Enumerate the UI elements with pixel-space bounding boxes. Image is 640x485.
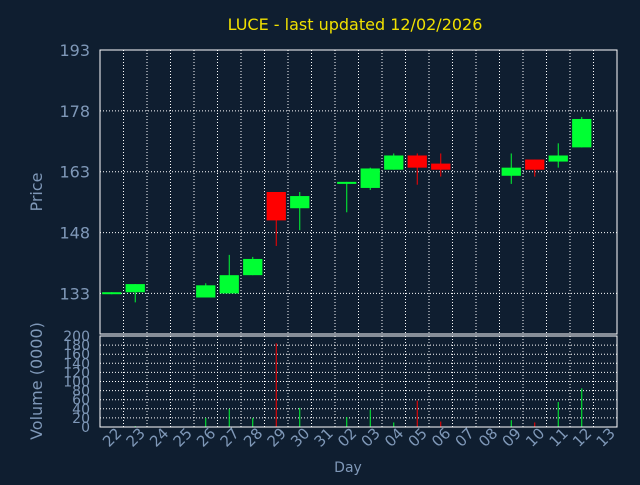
volume-tick-label: 120	[63, 365, 90, 381]
day-tick-label: 08	[475, 424, 501, 450]
day-tick-label: 29	[264, 424, 290, 450]
volume-tick-label: 20	[72, 411, 90, 427]
candle-body	[501, 167, 521, 176]
candle-body	[572, 118, 592, 148]
volume-axis-label: Volume (0000)	[27, 322, 46, 440]
volume-tick-label: 0	[81, 420, 90, 436]
day-tick-label: 31	[311, 424, 337, 450]
price-panel	[102, 116, 592, 303]
day-tick-label: 10	[522, 424, 548, 450]
candle-body	[431, 163, 451, 170]
price-tick-label: 163	[59, 163, 90, 182]
day-axis-label: Day	[334, 460, 362, 476]
day-tick-label: 05	[405, 424, 431, 450]
day-tick-label: 24	[146, 424, 172, 450]
price-tick-label: 178	[59, 102, 90, 121]
volume-tick-label: 160	[63, 347, 90, 363]
candle-body	[102, 292, 122, 295]
day-tick-label: 04	[381, 424, 407, 450]
candle-body	[360, 168, 380, 188]
volume-tick-label: 40	[72, 402, 90, 418]
day-tick-label: 23	[123, 424, 149, 450]
volume-tick-label: 180	[63, 338, 90, 354]
candle-body	[243, 258, 263, 276]
candle-body	[337, 181, 357, 184]
price-tick-label: 148	[59, 224, 90, 243]
day-tick-label: 07	[452, 424, 478, 450]
chart-title: LUCE - last updated 12/02/2026	[228, 15, 483, 34]
day-tick-label: 28	[240, 424, 266, 450]
day-tick-label: 13	[593, 424, 619, 450]
price-tick-label: 193	[59, 41, 90, 60]
candle-body	[219, 275, 239, 294]
day-tick-label: 09	[499, 424, 525, 450]
day-tick-label: 12	[569, 424, 595, 450]
day-tick-label: 11	[546, 424, 572, 450]
candle-body	[384, 155, 404, 170]
price-tick-label: 133	[59, 284, 90, 303]
price-axis-label: Price	[27, 172, 46, 211]
volume-tick-label: 100	[63, 375, 90, 391]
day-tick-label: 06	[428, 424, 454, 450]
candle-body	[548, 155, 568, 162]
candle-body	[290, 196, 310, 209]
volume-tick-label: 80	[72, 384, 90, 400]
volume-panel	[111, 343, 583, 427]
candle-body	[196, 285, 216, 298]
candle-body	[125, 284, 145, 293]
candle-body	[407, 155, 427, 168]
day-tick-label: 22	[99, 424, 125, 450]
price-panel-border	[99, 49, 618, 335]
day-tick-label: 25	[170, 424, 196, 450]
day-tick-label: 02	[334, 424, 360, 450]
day-tick-label: 26	[193, 424, 219, 450]
axis-layer: 1331481631781930204060801001201401601802…	[59, 41, 618, 451]
volume-tick-label: 60	[72, 393, 90, 409]
candle-body	[525, 159, 545, 170]
day-tick-label: 30	[287, 424, 313, 450]
day-tick-label: 27	[217, 424, 243, 450]
grid-layer	[100, 49, 617, 428]
volume-tick-label: 140	[63, 356, 90, 372]
volume-panel-border	[99, 335, 618, 428]
candle-body	[266, 192, 286, 221]
day-tick-label: 03	[358, 424, 384, 450]
volume-tick-label: 200	[63, 329, 90, 345]
